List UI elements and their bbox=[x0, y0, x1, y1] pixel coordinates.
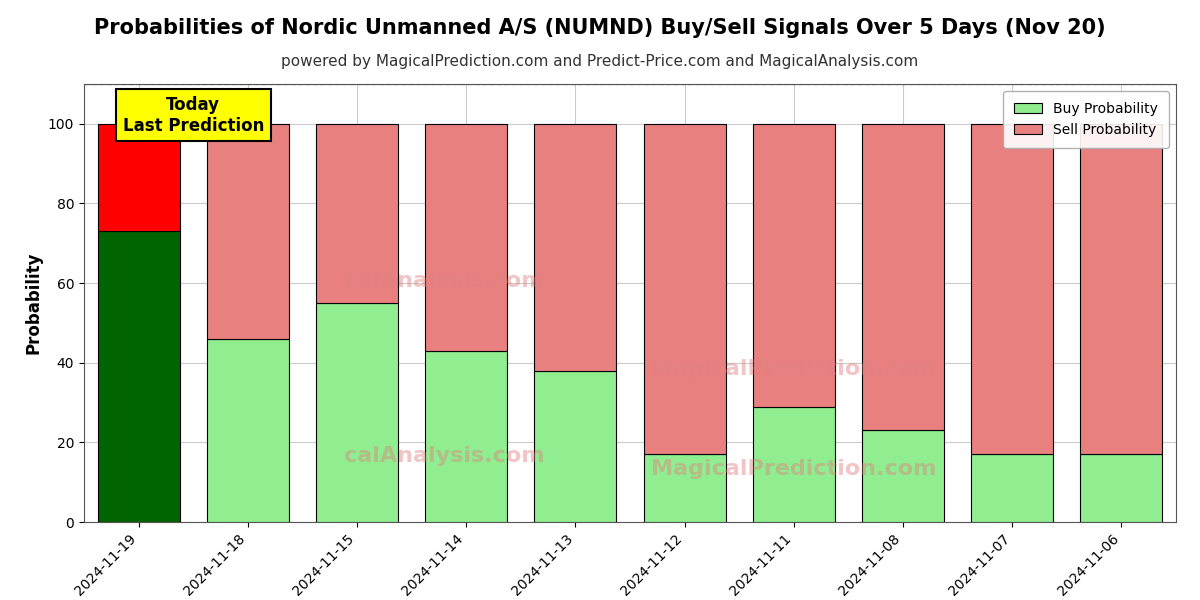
Bar bbox=[316, 124, 398, 303]
Bar bbox=[752, 124, 835, 407]
Text: Today
Last Prediction: Today Last Prediction bbox=[122, 96, 264, 135]
Bar bbox=[1080, 124, 1163, 454]
Bar bbox=[206, 339, 289, 522]
Text: calAnalysis.com: calAnalysis.com bbox=[344, 446, 545, 466]
Bar bbox=[97, 232, 180, 522]
Bar bbox=[534, 124, 617, 371]
Bar bbox=[316, 303, 398, 522]
Bar bbox=[206, 124, 289, 339]
Text: powered by MagicalPrediction.com and Predict-Price.com and MagicalAnalysis.com: powered by MagicalPrediction.com and Pre… bbox=[281, 54, 919, 69]
Bar bbox=[971, 124, 1054, 454]
Bar bbox=[643, 454, 726, 522]
Bar bbox=[1080, 454, 1163, 522]
Y-axis label: Probability: Probability bbox=[24, 252, 42, 354]
Text: MagicalPrediction.com: MagicalPrediction.com bbox=[652, 359, 936, 379]
Bar bbox=[862, 124, 944, 430]
Bar bbox=[425, 351, 508, 522]
Text: MagicalPrediction.com: MagicalPrediction.com bbox=[652, 460, 936, 479]
Bar bbox=[752, 407, 835, 522]
Bar bbox=[862, 430, 944, 522]
Text: calAnalysis.com: calAnalysis.com bbox=[344, 271, 545, 291]
Text: Probabilities of Nordic Unmanned A/S (NUMND) Buy/Sell Signals Over 5 Days (Nov 2: Probabilities of Nordic Unmanned A/S (NU… bbox=[94, 18, 1106, 38]
Bar bbox=[425, 124, 508, 351]
Bar bbox=[97, 124, 180, 232]
Legend: Buy Probability, Sell Probability: Buy Probability, Sell Probability bbox=[1003, 91, 1169, 148]
Bar bbox=[643, 124, 726, 454]
Bar bbox=[971, 454, 1054, 522]
Bar bbox=[534, 371, 617, 522]
